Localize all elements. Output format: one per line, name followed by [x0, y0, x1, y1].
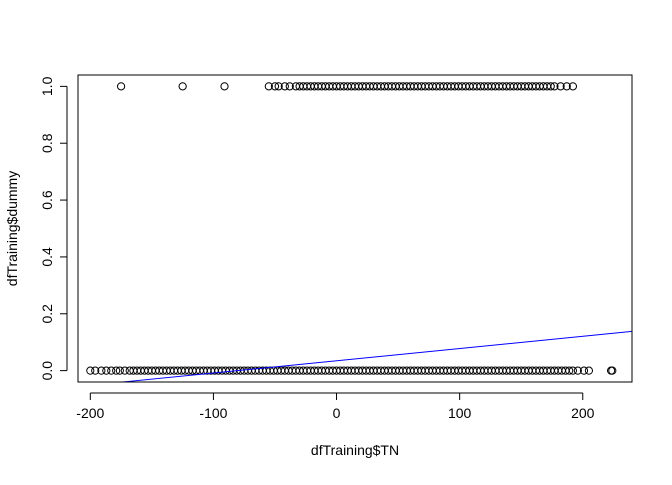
data-point-y0 — [97, 366, 106, 375]
data-point-y0 — [573, 366, 582, 375]
data-point-y0 — [115, 366, 124, 375]
y-tick-label: 0.8 — [39, 133, 55, 153]
points-layer — [86, 82, 617, 375]
data-point-y0 — [107, 366, 116, 375]
data-point-y0 — [91, 366, 100, 375]
data-point-y1 — [562, 82, 571, 91]
x-axis-label: dfTraining$TN — [311, 442, 399, 458]
data-point-y1 — [178, 82, 187, 91]
data-point-y1 — [274, 82, 283, 91]
data-point-y1 — [280, 82, 289, 91]
data-point-y1 — [546, 82, 555, 91]
y-tick-label: 0.6 — [39, 190, 55, 210]
plot-frame — [77, 74, 633, 383]
x-tick-label: 0 — [333, 405, 341, 421]
data-point-y0 — [579, 366, 589, 375]
x-tick-label: 200 — [571, 405, 595, 421]
data-point-y1 — [556, 82, 565, 91]
data-point-y0 — [568, 366, 578, 375]
data-point-y1 — [270, 82, 280, 91]
y-axis: 0.0 0.2 0.4 0.6 0.8 1.0 — [39, 76, 68, 381]
y-tick-label: 0.4 — [39, 247, 55, 267]
x-tick-label: 100 — [448, 405, 472, 421]
x-tick-label: -100 — [199, 405, 227, 421]
y-tick-label: 0.0 — [39, 361, 55, 381]
data-point-y0 — [86, 366, 95, 375]
x-axis: -200 -100 0 100 200 — [76, 392, 595, 421]
y-axis-label: dfTraining$dummy — [4, 171, 20, 286]
data-point-y1 — [285, 82, 294, 91]
fit-line-layer — [122, 330, 633, 383]
data-point-y1 — [264, 82, 273, 91]
data-point-y0 — [565, 366, 574, 375]
data-point-y1 — [116, 82, 126, 91]
data-point-y1 — [220, 82, 229, 91]
data-point-y0 — [120, 366, 129, 375]
y-tick-label: 0.2 — [39, 304, 55, 324]
data-point-y1 — [568, 82, 578, 91]
x-tick-label: -200 — [76, 405, 104, 421]
y-tick-label: 1.0 — [39, 76, 55, 96]
data-point-y1 — [550, 82, 559, 91]
data-point-y0 — [584, 366, 594, 375]
data-point-y0 — [102, 366, 111, 375]
data-point-y0 — [112, 366, 121, 375]
fit-line — [122, 330, 633, 383]
data-point-y0 — [608, 366, 617, 375]
